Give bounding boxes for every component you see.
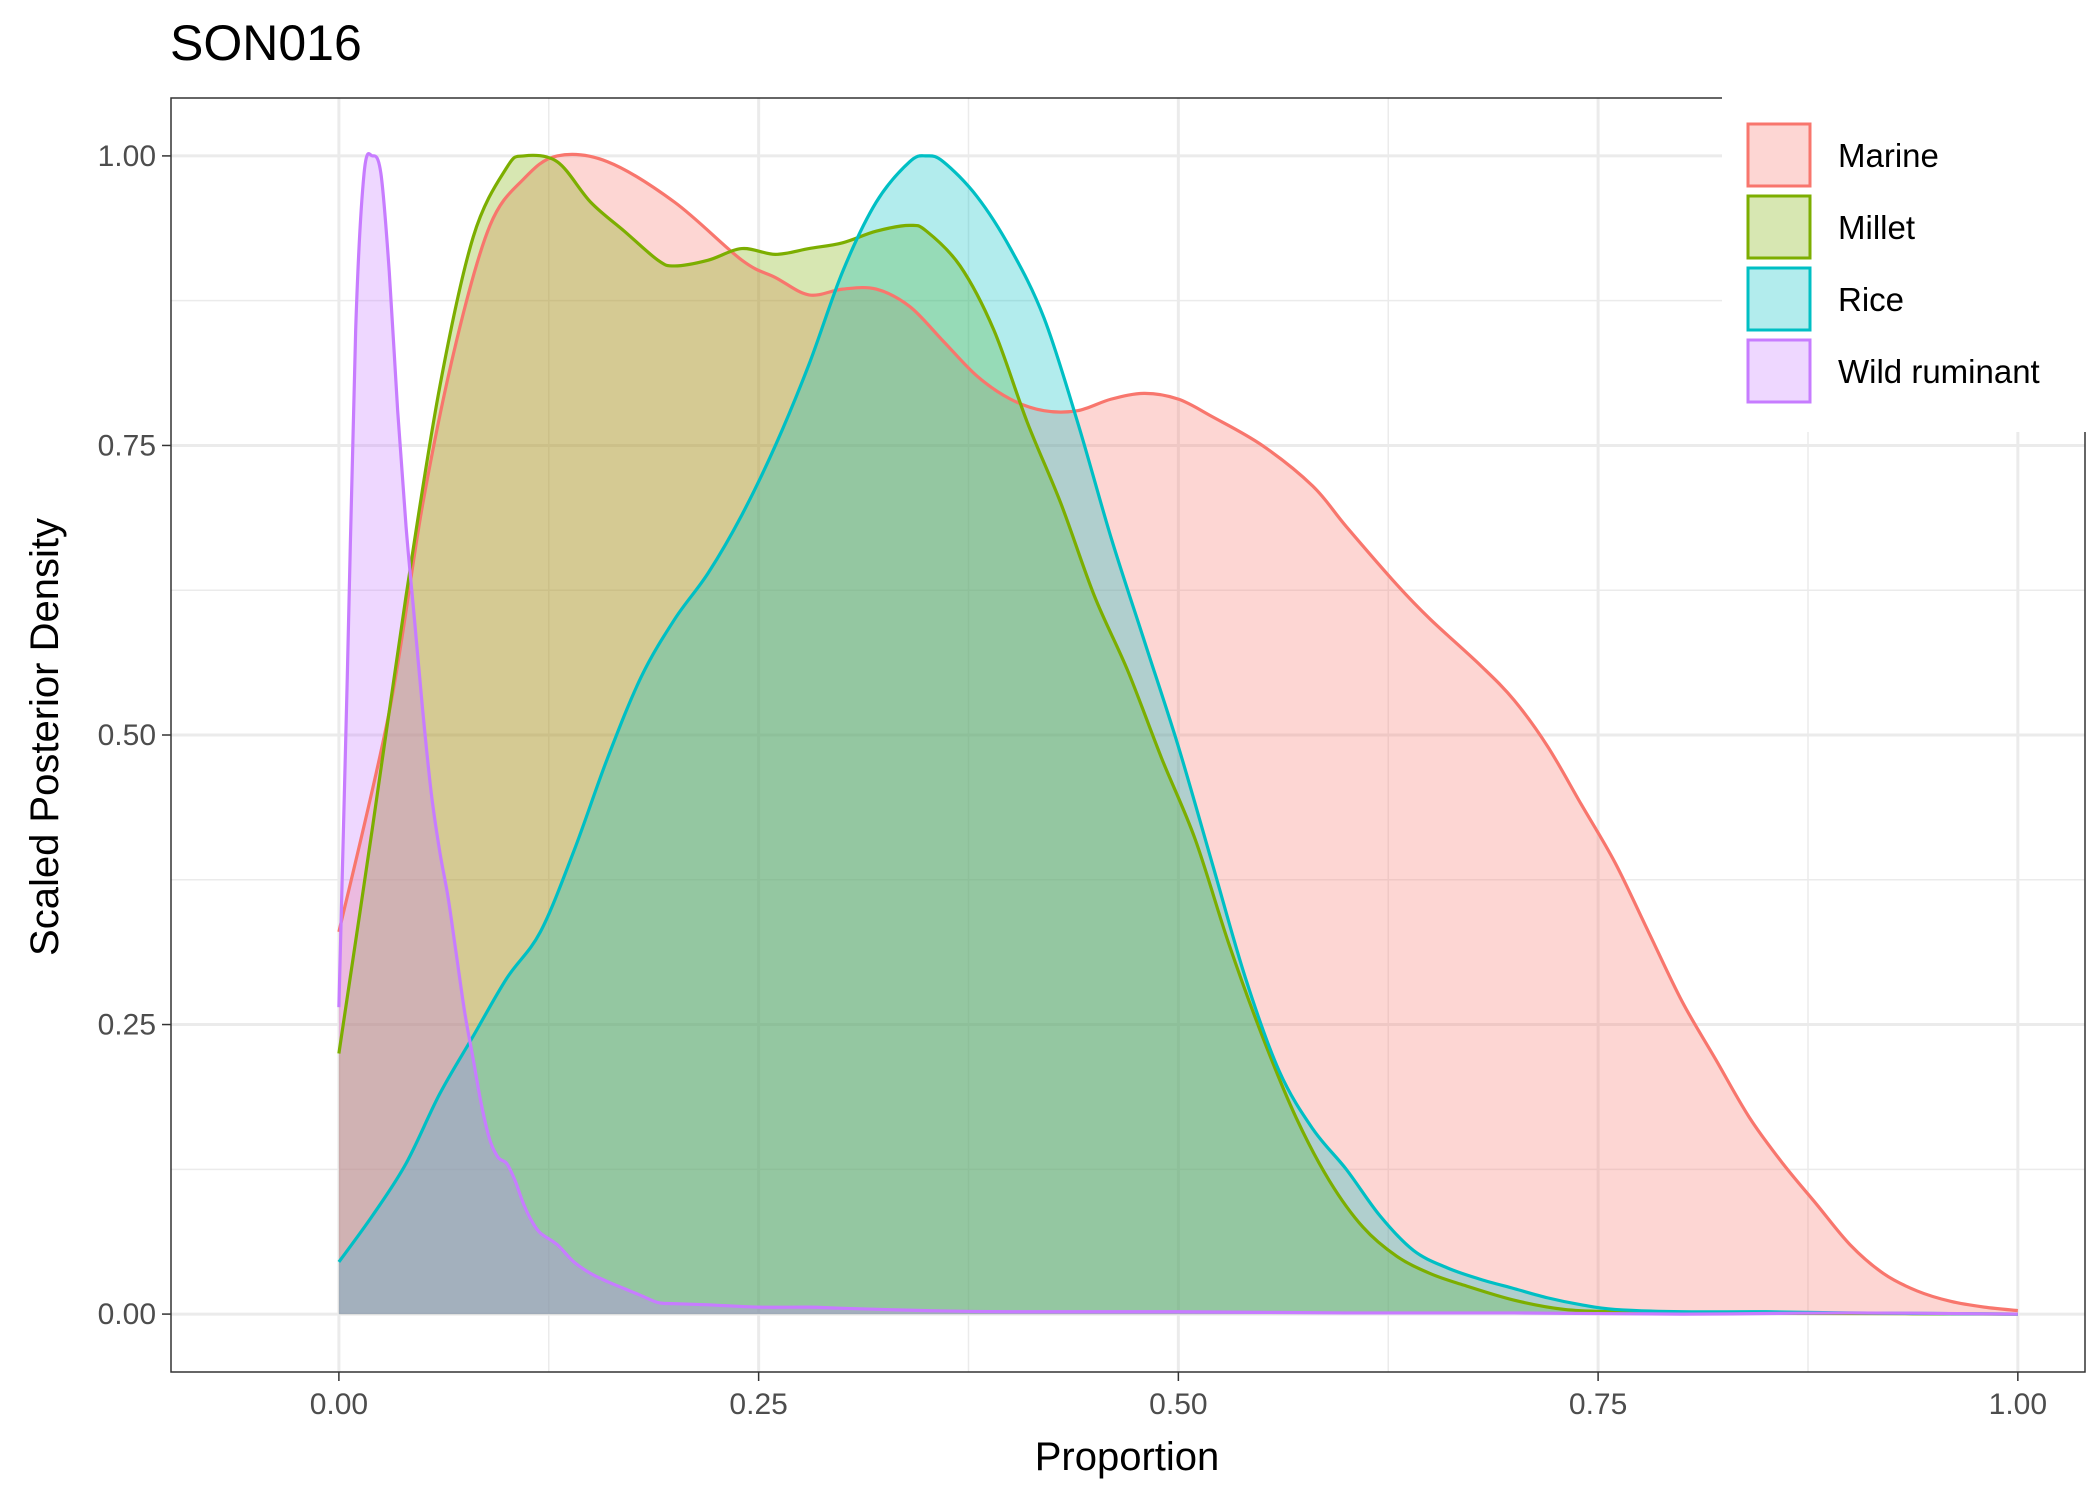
y-tick-label: 0.50 <box>98 719 156 752</box>
legend-key-bg <box>1746 122 1812 188</box>
legend-key-rice <box>1746 266 1812 332</box>
x-tick-label: 0.25 <box>729 1388 787 1421</box>
y-tick-label: 0.25 <box>98 1009 156 1042</box>
legend-key-bg <box>1746 338 1812 404</box>
x-tick-label: 1.00 <box>1989 1388 2047 1421</box>
x-tick-label: 0.75 <box>1569 1388 1627 1421</box>
chart-title: SON016 <box>170 15 362 71</box>
legend-key-marine <box>1746 122 1812 188</box>
axis-ticks: 0.00 0.25 0.50 0.75 1.00 0.00 0.25 0.50 0.75 1.00 <box>98 140 2047 1421</box>
area-marine <box>338 154 2018 1315</box>
x-tick-label: 0.00 <box>310 1388 368 1421</box>
y-axis-label: Scaled Posterior Density <box>23 518 67 956</box>
legend-label-millet: Millet <box>1838 209 1915 246</box>
legend-label-marine: Marine <box>1838 137 1939 174</box>
area-millet <box>338 155 2018 1315</box>
line-rice <box>337 154 2018 1316</box>
line-wild-ruminant <box>337 152 2018 1316</box>
area-wild-ruminant <box>338 153 2018 1315</box>
x-axis-label: Proportion <box>1035 1435 1220 1479</box>
legend-label-wild-ruminant: Wild ruminant <box>1838 353 2040 390</box>
legend-key-wild-ruminant <box>1746 338 1812 404</box>
legend-label-rice: Rice <box>1838 281 1904 318</box>
y-tick-label: 1.00 <box>98 140 156 173</box>
y-tick-label: 0.75 <box>98 429 156 462</box>
legend-key-bg <box>1746 266 1812 332</box>
y-tick-label: 0.00 <box>98 1298 156 1331</box>
line-millet <box>337 153 2018 1316</box>
x-tick-label: 0.50 <box>1149 1388 1207 1421</box>
density-outlines <box>337 152 2019 1316</box>
legend: Marine Millet Rice Wild ruminant <box>1722 96 2090 432</box>
legend-key-bg <box>1746 194 1812 260</box>
legend-key-millet <box>1746 194 1812 260</box>
density-areas <box>338 153 2018 1315</box>
area-rice <box>338 155 2018 1315</box>
